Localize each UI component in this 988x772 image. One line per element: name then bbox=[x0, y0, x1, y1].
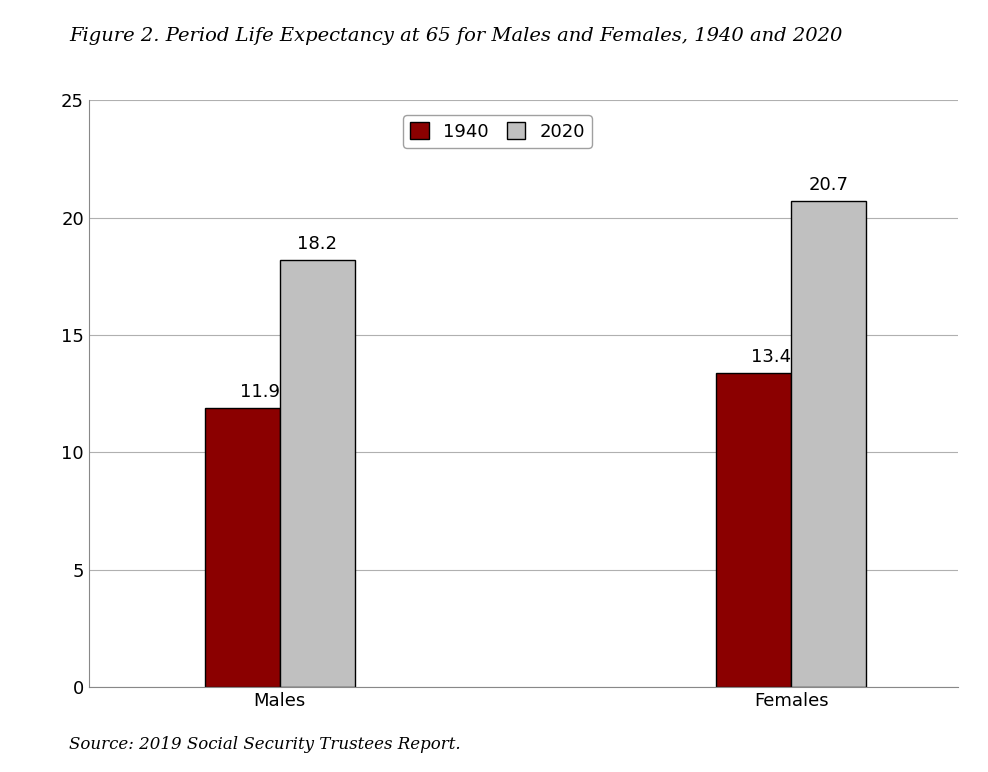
Bar bbox=[791, 201, 866, 687]
Text: Figure 2. Period Life Expectancy at 65 for Males and Females, 1940 and 2020: Figure 2. Period Life Expectancy at 65 f… bbox=[69, 27, 843, 45]
Text: 20.7: 20.7 bbox=[809, 176, 849, 195]
Text: Source: 2019 Social Security Trustees Report.: Source: 2019 Social Security Trustees Re… bbox=[69, 736, 460, 753]
Text: 11.9: 11.9 bbox=[240, 383, 280, 401]
Bar bbox=[716, 373, 791, 687]
Legend: 1940, 2020: 1940, 2020 bbox=[403, 115, 592, 148]
Text: 13.4: 13.4 bbox=[751, 347, 791, 366]
Text: 18.2: 18.2 bbox=[297, 235, 337, 253]
Bar bbox=[280, 260, 355, 687]
Bar bbox=[205, 408, 280, 687]
